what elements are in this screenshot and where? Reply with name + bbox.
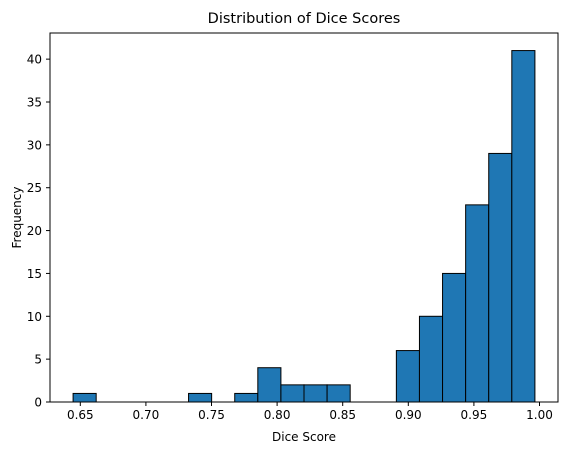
histogram-bar: [280, 384, 305, 403]
x-axis: 0.65 0.70 0.75 0.80 0.85 0.90 0.95 1.00: [67, 402, 553, 422]
plot-frame: [49, 32, 559, 403]
histogram-bar: [418, 315, 444, 403]
histogram-bar: [188, 392, 213, 403]
histogram-bar: [72, 392, 97, 403]
y-axis-label: Frequency: [10, 187, 24, 249]
histogram-bar: [303, 384, 328, 403]
histogram-bar: [257, 367, 282, 403]
x-tick-label: 0.85: [329, 408, 356, 422]
x-axis-label: Dice Score: [272, 430, 336, 444]
bars-layer: [72, 50, 536, 403]
y-tick-label: 10: [27, 310, 42, 324]
x-tick-label: 0.65: [67, 408, 94, 422]
y-tick-label: 30: [27, 138, 42, 152]
y-tick-label: 20: [27, 224, 42, 238]
histogram-bar: [465, 204, 490, 403]
y-tick-label: 25: [27, 181, 42, 195]
histogram-bar: [395, 350, 420, 403]
x-tick-label: 0.70: [133, 408, 160, 422]
x-tick-label: 0.90: [395, 408, 422, 422]
x-tick-label: 0.80: [264, 408, 291, 422]
histogram-bar: [234, 392, 259, 403]
y-tick-label: 0: [34, 396, 42, 410]
x-tick-label: 0.95: [461, 408, 488, 422]
chart-title: Distribution of Dice Scores: [208, 11, 401, 27]
x-tick-label: 1.00: [526, 408, 553, 422]
histogram-bar: [488, 152, 513, 403]
y-tick-label: 40: [27, 53, 42, 67]
histogram-bar: [511, 50, 536, 403]
y-axis: 0 5 10 15 20 25 30 35 40: [27, 53, 50, 410]
histogram-bar: [326, 384, 351, 403]
y-tick-label: 15: [27, 267, 42, 281]
x-tick-label: 0.75: [198, 408, 225, 422]
y-tick-label: 5: [34, 353, 42, 367]
y-tick-label: 35: [27, 96, 42, 110]
histogram-bar: [442, 272, 467, 403]
